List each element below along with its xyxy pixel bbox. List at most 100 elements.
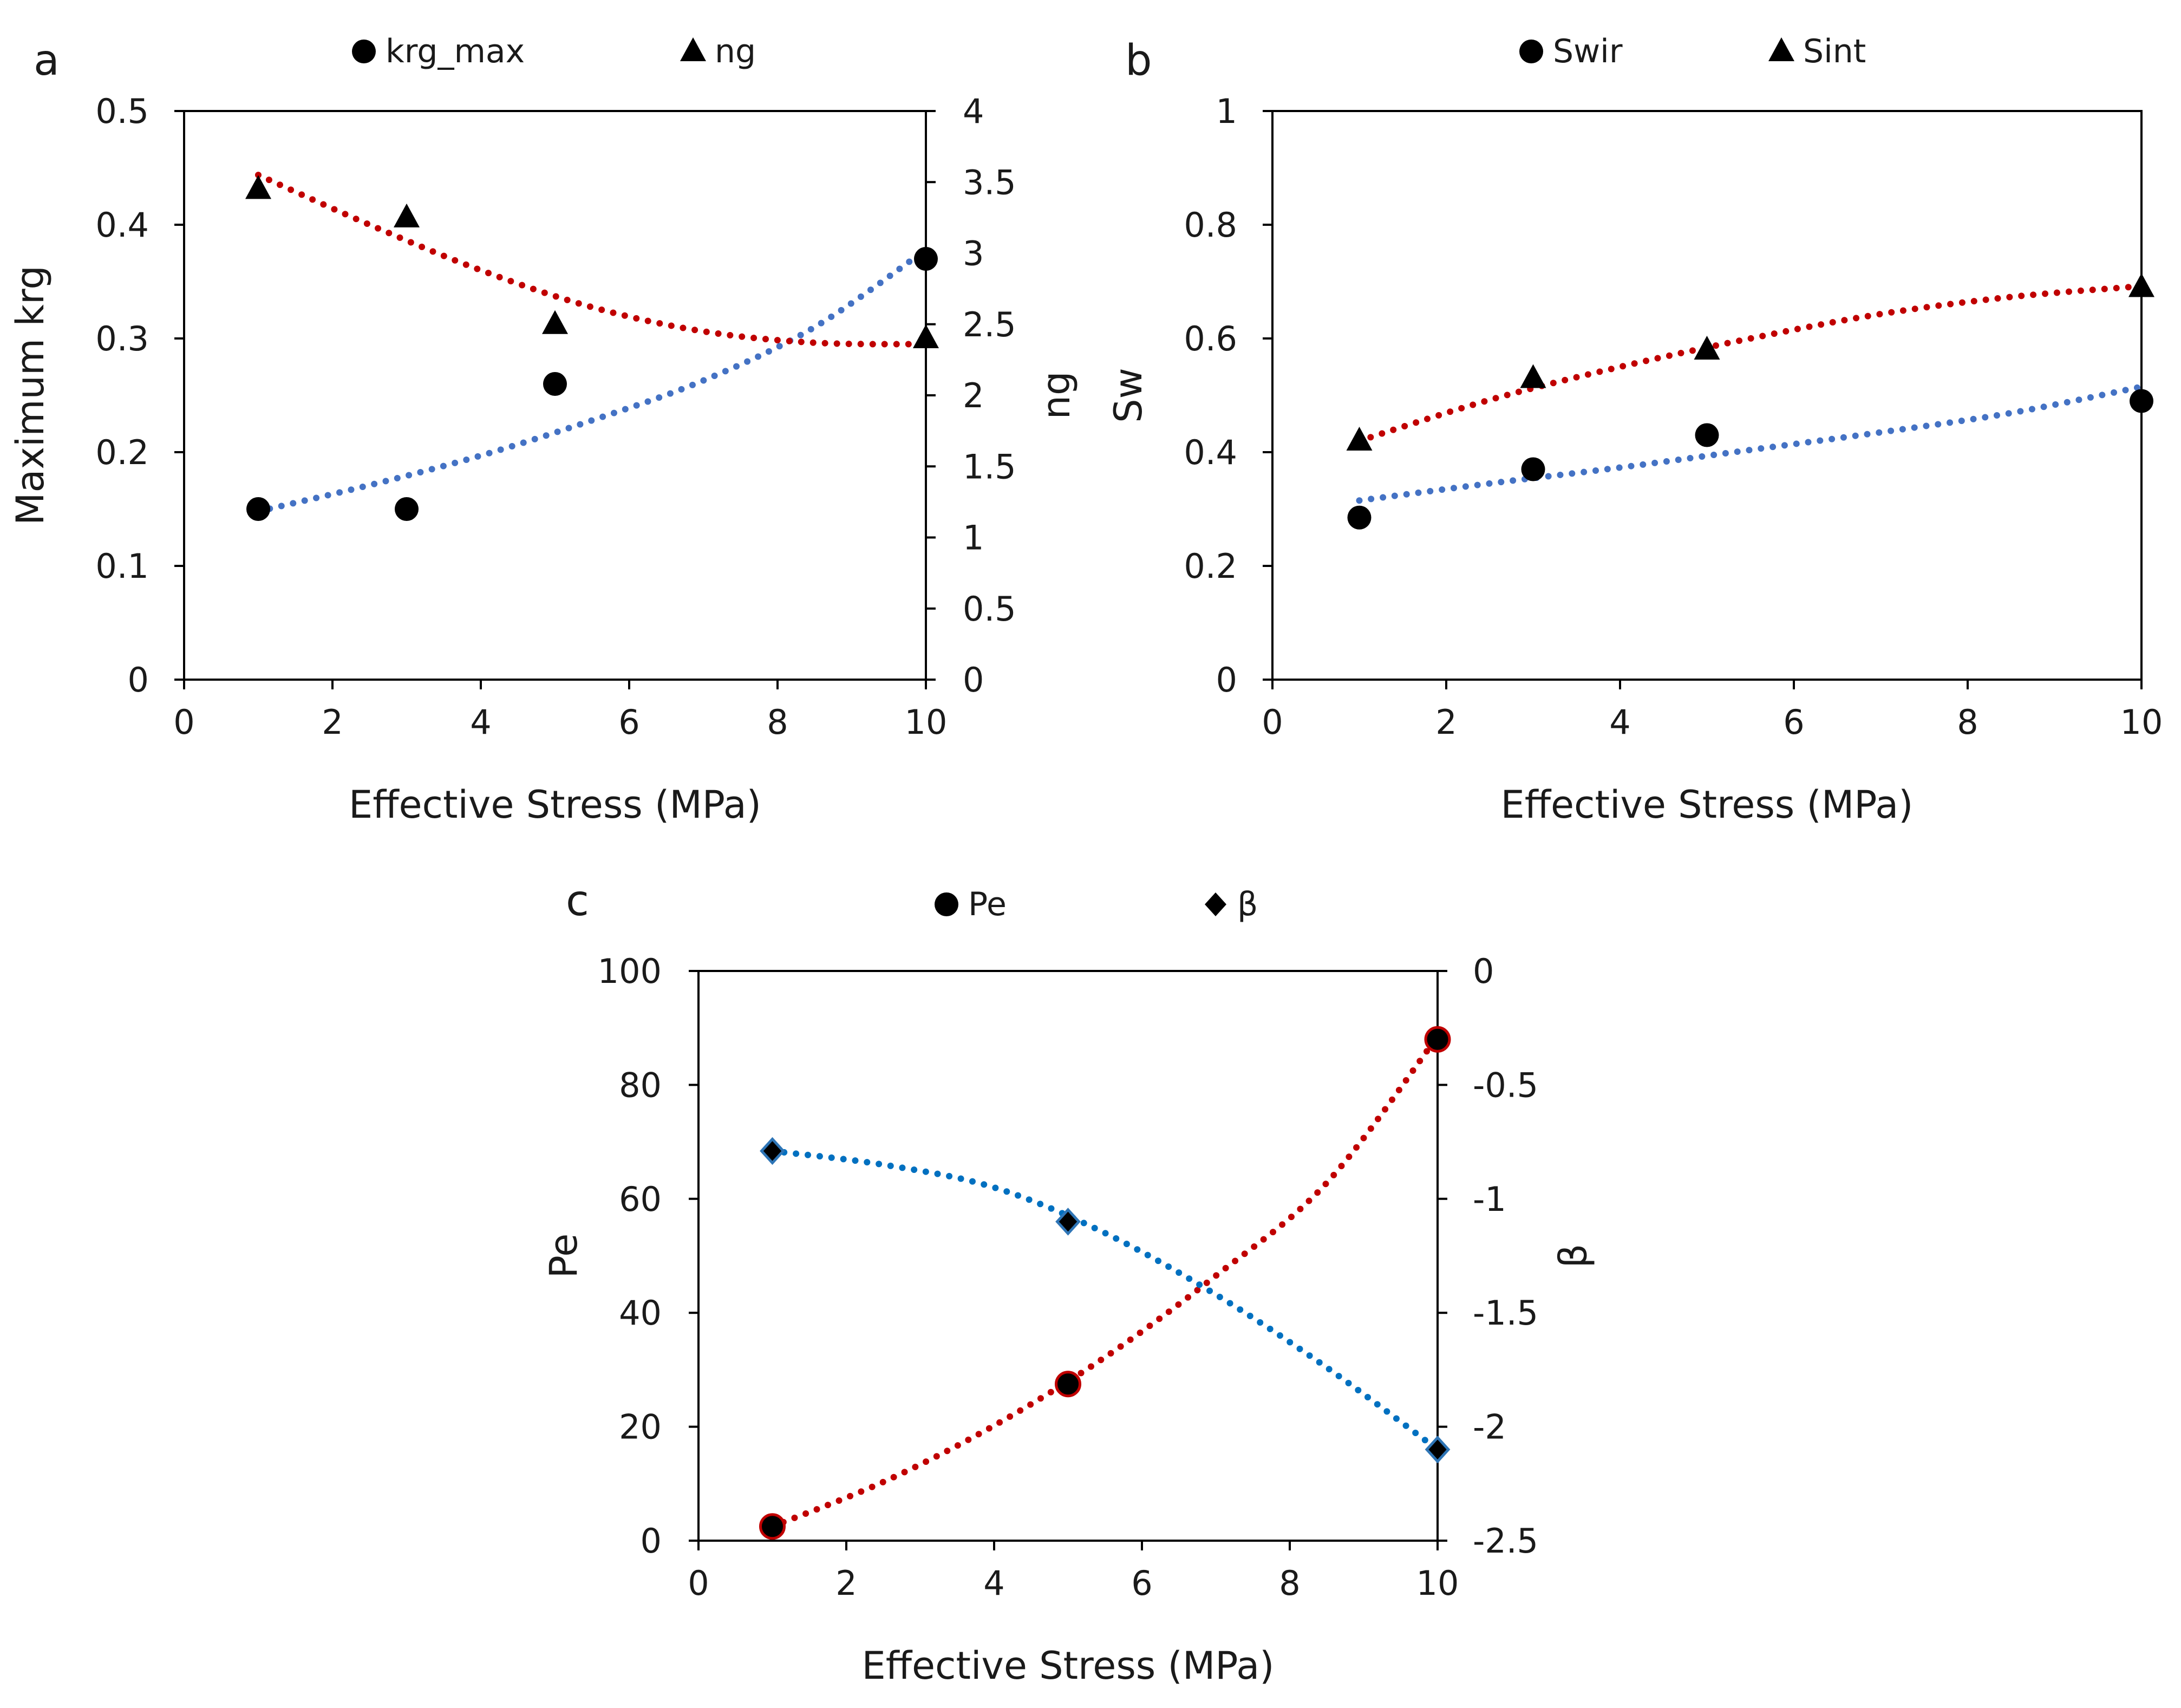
data-point-β: [1425, 1435, 1451, 1464]
x-tick-label: 6: [618, 702, 639, 742]
y-tick-label: 0.2: [95, 433, 149, 472]
y2-tick-label: -0.5: [1473, 1065, 1538, 1105]
y2-tick-label: 0.5: [963, 589, 1016, 629]
chart-panel-a: a 0 2 4 6 8 10 0 0.1 0.2 0.3 0.4 0.5 0 0.5 1 1.5 2 2.5 3 3.5…: [8, 32, 1079, 827]
x-tick-label: 8: [767, 702, 788, 742]
x-tick-label: 4: [983, 1563, 1004, 1603]
x-tick-label: 8: [1957, 702, 1978, 742]
y2-tick-label: -2.5: [1473, 1521, 1538, 1561]
data-point-Sint: [1520, 364, 1546, 388]
legend-marker-β: [1205, 892, 1226, 916]
trendline-ng: [255, 172, 929, 348]
trendline-krg_max: [255, 246, 929, 515]
y-tick-label: 0.1: [95, 546, 149, 586]
legend-marker-Sint: [1768, 37, 1794, 61]
legend-marker-Swir: [1519, 40, 1543, 63]
y2-tick-label: 1: [963, 518, 984, 558]
y-tick-label: 0.2: [1184, 546, 1237, 586]
y2-tick-label: 3.5: [963, 162, 1016, 202]
y2-axis-title: β: [1551, 1244, 1596, 1268]
data-point-Pe: [759, 1513, 786, 1540]
data-point-ng: [542, 310, 568, 334]
y-tick-label: 40: [619, 1293, 662, 1333]
trendline-Pe: [769, 1033, 1441, 1530]
x-tick-label: 0: [173, 702, 194, 742]
data-point-β: [760, 1137, 785, 1165]
y-tick-label: 1: [1216, 92, 1237, 131]
y-axis-title: Sw: [1106, 368, 1151, 423]
y-tick-label: 0.6: [1184, 319, 1237, 358]
y2-tick-label: 1.5: [963, 447, 1016, 486]
data-point-Pe: [1424, 1026, 1451, 1053]
panel-letter-c: c: [566, 877, 589, 925]
legend-marker-krg_max: [352, 40, 376, 63]
x-axis-title: Effective Stress (MPa): [861, 1644, 1274, 1688]
legend-label-ng: ng: [715, 32, 756, 70]
data-point-Sint: [1346, 427, 1373, 451]
x-tick-label: 0: [688, 1563, 709, 1603]
legend-marker-Pe: [935, 892, 958, 916]
y-axis-title: Maximum krg: [8, 265, 53, 525]
data-point-Pe: [1055, 1371, 1081, 1398]
legend-label-Sint: Sint: [1803, 32, 1866, 70]
y-tick-label: 0.3: [95, 319, 149, 358]
y2-tick-label: 4: [963, 92, 984, 131]
data-point-krg_max: [246, 497, 270, 521]
x-tick-label: 10: [1416, 1563, 1459, 1603]
data-point-Swir: [1695, 423, 1719, 447]
chart-panel-b: b 0 2 4 6 8 10 0 0.2 0.4 0.6 0.8 1 Effective Stress (…: [1106, 32, 2163, 827]
data-point-Sint: [1694, 336, 1720, 360]
y-tick-label: 80: [619, 1065, 662, 1105]
y-tick-label: 0.4: [1184, 433, 1237, 472]
legend-label-Pe: Pe: [968, 885, 1007, 923]
data-point-Swir: [1347, 505, 1372, 530]
chart-panel-c: c0 2 4 6 8 10020406080100-2.5-2-1.5-1-0.50Eff…: [541, 877, 1596, 1688]
y2-axis-title: ng: [1034, 371, 1079, 420]
panel-letter-a: a: [34, 36, 60, 85]
y2-tick-label: 0: [963, 660, 984, 700]
y2-tick-label: -1: [1473, 1179, 1506, 1219]
x-tick-label: 4: [1609, 702, 1630, 742]
x-tick-label: 0: [1262, 702, 1283, 742]
x-tick-label: 8: [1279, 1563, 1300, 1603]
y-tick-label: 0: [128, 660, 149, 700]
y2-tick-label: 3: [963, 234, 984, 273]
plot-area-frame: [697, 970, 1439, 1542]
x-tick-label: 2: [1435, 702, 1457, 742]
data-point-krg_max: [914, 247, 938, 271]
data-point-ng: [394, 203, 420, 227]
y-tick-label: 0.4: [95, 205, 149, 245]
x-tick-label: 6: [1783, 702, 1804, 742]
data-point-ng: [913, 324, 939, 348]
y-axis-title: Pe: [541, 1234, 586, 1279]
data-point-krg_max: [543, 372, 567, 396]
panel-letter-b: b: [1125, 36, 1152, 85]
trendline-Swir: [1356, 383, 2145, 504]
data-point-Sint: [2128, 273, 2154, 297]
data-point-Swir: [2130, 389, 2153, 413]
data-point-krg_max: [395, 497, 419, 521]
x-tick-label: 10: [2120, 702, 2163, 742]
x-tick-label: 10: [905, 702, 948, 742]
y-tick-label: 0: [641, 1521, 662, 1561]
data-point-ng: [245, 175, 271, 199]
x-axis-title: Effective Stress (MPa): [1500, 783, 1913, 827]
data-point-Swir: [1521, 457, 1545, 481]
legend-marker-ng: [680, 37, 706, 61]
x-axis-title: Effective Stress (MPa): [349, 783, 761, 827]
x-tick-label: 2: [835, 1563, 857, 1603]
y2-tick-label: -1.5: [1473, 1293, 1538, 1333]
trendline-β: [769, 1148, 1441, 1453]
y2-tick-label: 0: [1473, 951, 1494, 991]
legend-label-Swir: Swir: [1553, 32, 1623, 70]
legend-label-β: β: [1237, 885, 1258, 923]
plot-area-frame: [1271, 110, 2143, 681]
x-tick-label: 2: [322, 702, 343, 742]
y-tick-label: 20: [619, 1407, 662, 1447]
y-tick-label: 60: [619, 1179, 662, 1219]
y2-tick-label: 2: [963, 376, 984, 415]
y-tick-label: 0.5: [95, 92, 149, 131]
y-tick-label: 0: [1216, 660, 1237, 700]
y2-tick-label: -2: [1473, 1407, 1506, 1447]
